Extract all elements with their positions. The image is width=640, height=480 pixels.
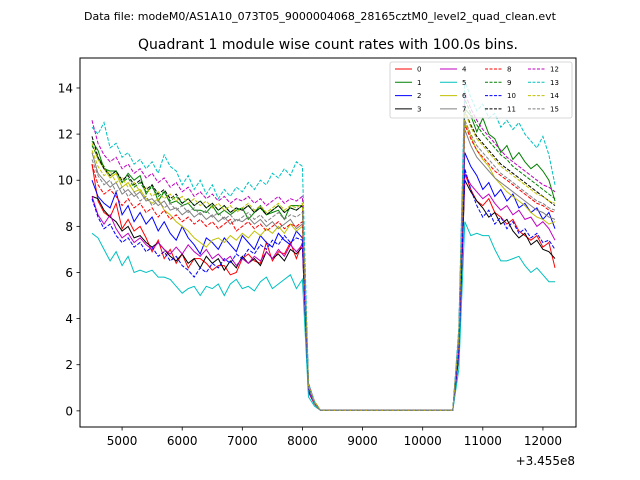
- chart-title: Quadrant 1 module wise count rates with …: [138, 37, 518, 53]
- series-line-14: [91, 110, 556, 411]
- legend-label-5: 5: [462, 79, 466, 87]
- y-tick-label: 2: [65, 358, 73, 372]
- legend-label-3: 3: [417, 105, 421, 113]
- y-tick-label: 10: [58, 174, 73, 188]
- axes-frame: [79, 57, 577, 428]
- legend-label-0: 0: [417, 66, 421, 74]
- legend-label-6: 6: [462, 92, 467, 100]
- plot-lines: [91, 80, 556, 411]
- x-offset-label: +3.455e8: [516, 454, 575, 468]
- y-tick-label: 6: [65, 266, 73, 280]
- x-tick-label: 5000: [107, 434, 138, 448]
- x-tick-label: 10000: [404, 434, 442, 448]
- legend-box: [389, 61, 573, 119]
- y-tick-label: 14: [58, 81, 73, 95]
- legend-label-9: 9: [507, 79, 511, 87]
- y-axis: 0 2 4 6 8 10 12 14: [58, 81, 80, 418]
- series-line-15: [91, 120, 556, 411]
- legend-label-8: 8: [507, 66, 511, 74]
- datafile-label: Data file: modeM0/AS1A10_073T05_90000040…: [84, 10, 557, 23]
- legend-label-11: 11: [507, 105, 516, 113]
- x-tick-label: 6000: [167, 434, 198, 448]
- legend-label-7: 7: [462, 105, 466, 113]
- y-tick-label: 0: [65, 404, 73, 418]
- legend-label-12: 12: [550, 66, 559, 74]
- x-tick-label: 9000: [347, 434, 378, 448]
- legend-label-13: 13: [550, 79, 559, 87]
- legend-label-4: 4: [462, 66, 467, 74]
- legend-label-10: 10: [507, 92, 516, 100]
- x-axis: 5000 6000 7000 8000 9000 10000 11000 12000: [107, 427, 562, 448]
- x-tick-label: 7000: [227, 434, 258, 448]
- legend-label-2: 2: [417, 92, 421, 100]
- series-line-10: [91, 168, 556, 411]
- x-tick-label: 8000: [287, 434, 318, 448]
- y-tick-label: 12: [58, 128, 73, 142]
- x-tick-label: 11000: [464, 434, 502, 448]
- legend-label-14: 14: [550, 92, 559, 100]
- x-tick-label: 12000: [524, 434, 562, 448]
- legend-label-1: 1: [417, 79, 421, 87]
- legend-label-15: 15: [550, 105, 559, 113]
- y-tick-label: 8: [65, 220, 73, 234]
- y-tick-label: 4: [65, 312, 73, 326]
- series-line-13: [91, 80, 556, 411]
